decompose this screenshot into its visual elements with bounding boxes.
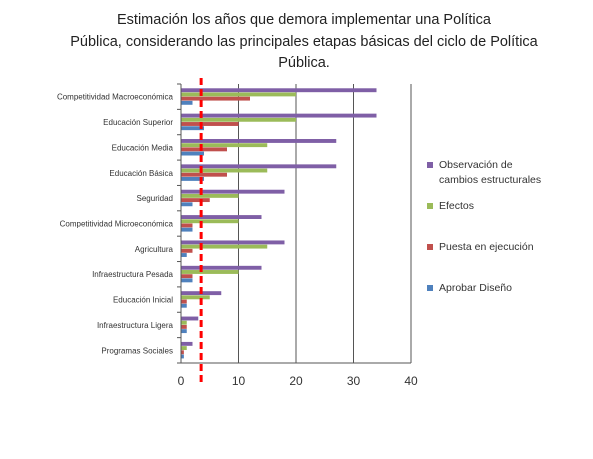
legend: Observación de cambios estructurales Efect… xyxy=(427,159,541,294)
bar xyxy=(181,278,193,283)
x-tick-label: 30 xyxy=(347,374,361,388)
gridlines xyxy=(238,84,412,363)
bar xyxy=(181,117,296,122)
x-tick-label: 0 xyxy=(178,374,185,388)
bars xyxy=(181,88,377,359)
bar xyxy=(181,88,377,93)
category-label: Infraestructura Pesada xyxy=(92,270,173,279)
x-tick-label: 10 xyxy=(232,374,246,388)
chart-title: Estimación los años que demora implement… xyxy=(70,12,538,71)
bar xyxy=(181,253,187,257)
category-label: Educación Básica xyxy=(109,169,173,178)
bar xyxy=(181,240,285,245)
x-tick-label: 20 xyxy=(289,374,303,388)
bar xyxy=(181,189,285,194)
legend-label: Observación de xyxy=(439,159,513,171)
bar xyxy=(181,270,239,274)
category-label: Infraestructura Ligera xyxy=(97,321,174,330)
bar xyxy=(181,303,187,308)
title-line: Estimación los años que demora implement… xyxy=(117,12,492,28)
bar xyxy=(181,324,187,329)
bar xyxy=(181,147,227,152)
bar xyxy=(181,164,337,169)
bar xyxy=(181,223,193,228)
bar xyxy=(181,202,193,207)
bar xyxy=(181,274,193,279)
bar xyxy=(181,176,204,181)
category-label: Educación Inicial xyxy=(113,296,173,305)
bar xyxy=(181,92,296,97)
category-label: Agricultura xyxy=(135,245,174,254)
bar xyxy=(181,198,210,203)
category-label: Seguridad xyxy=(137,194,173,203)
title-line: Pública, considerando las principales et… xyxy=(70,34,538,50)
legend-label: Efectos xyxy=(439,200,474,212)
category-label: Educación Media xyxy=(112,143,174,152)
bar xyxy=(181,329,187,334)
bar xyxy=(181,113,377,118)
bar xyxy=(181,215,262,219)
bar xyxy=(181,227,193,232)
bar xyxy=(181,172,227,177)
x-tick-label: 40 xyxy=(404,374,418,388)
bar xyxy=(181,100,193,105)
legend-swatch xyxy=(427,244,433,250)
category-labels: Competitividad Macroeconómica Educación S… xyxy=(57,93,174,356)
category-label: Educación Superior xyxy=(103,118,173,127)
legend-label: Aprobar Diseño xyxy=(439,282,512,294)
category-label: Competitividad Microeconómica xyxy=(60,220,174,229)
bar xyxy=(181,219,239,224)
category-label: Competitividad Macroeconómica xyxy=(57,93,174,102)
legend-label: Puesta en ejecución xyxy=(439,241,534,253)
bar xyxy=(181,316,199,321)
bar xyxy=(181,299,187,304)
bar xyxy=(181,244,268,249)
bar xyxy=(181,151,204,156)
legend-swatch xyxy=(427,285,433,291)
legend-swatch xyxy=(427,203,433,209)
bar xyxy=(181,341,193,346)
x-tick-labels: 0 10 20 30 40 xyxy=(178,374,418,388)
bar xyxy=(181,265,262,270)
bar xyxy=(181,346,187,351)
legend-label: cambios estructurales xyxy=(439,174,541,186)
bar xyxy=(181,295,210,300)
bar xyxy=(181,96,250,101)
category-label: Programas Sociales xyxy=(101,346,173,355)
bar xyxy=(181,350,184,355)
bar xyxy=(181,193,239,198)
bar xyxy=(181,354,184,359)
bar xyxy=(181,139,337,143)
bar xyxy=(181,320,187,325)
bar xyxy=(181,248,193,253)
axes xyxy=(177,83,411,364)
bar xyxy=(181,143,268,148)
title-line: Pública. xyxy=(278,55,330,71)
legend-swatch xyxy=(427,162,433,168)
bar xyxy=(181,168,268,173)
bar xyxy=(181,126,204,131)
bar xyxy=(181,122,239,126)
